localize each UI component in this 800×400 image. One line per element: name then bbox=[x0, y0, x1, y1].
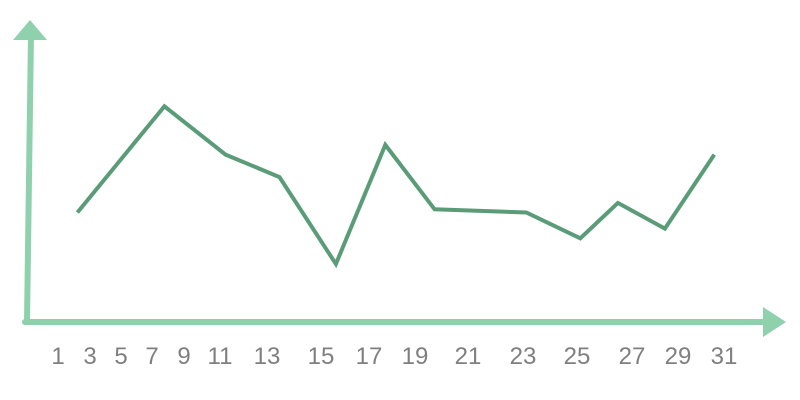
x-tick-label: 15 bbox=[308, 343, 335, 370]
series-line bbox=[75, 103, 716, 269]
x-tick-label: 21 bbox=[455, 343, 482, 370]
x-tick-label: 27 bbox=[619, 343, 646, 370]
y-axis bbox=[24, 31, 34, 325]
x-axis-arrow-icon bbox=[763, 307, 786, 337]
x-tick-label: 9 bbox=[177, 343, 190, 370]
axes bbox=[13, 20, 786, 337]
x-tick-label: 11 bbox=[208, 343, 233, 370]
series bbox=[75, 103, 716, 269]
x-tick-label: 7 bbox=[145, 343, 158, 370]
x-tick-label: 17 bbox=[356, 343, 383, 370]
x-tick-label: 13 bbox=[254, 343, 281, 370]
x-tick-label: 5 bbox=[114, 343, 127, 370]
x-tick-label: 23 bbox=[510, 343, 537, 370]
x-tick-label: 1 bbox=[51, 343, 64, 370]
x-tick-label: 31 bbox=[711, 343, 738, 370]
x-tick-labels: 1 3 5 7 9 11 13 15 17 19 21 23 25 27 29 31 bbox=[51, 343, 737, 370]
x-tick-label: 3 bbox=[83, 343, 96, 370]
y-axis-arrow-icon bbox=[13, 20, 47, 40]
x-tick-label: 25 bbox=[564, 343, 591, 370]
x-tick-label: 29 bbox=[665, 343, 692, 370]
x-tick-label: 19 bbox=[402, 343, 429, 370]
